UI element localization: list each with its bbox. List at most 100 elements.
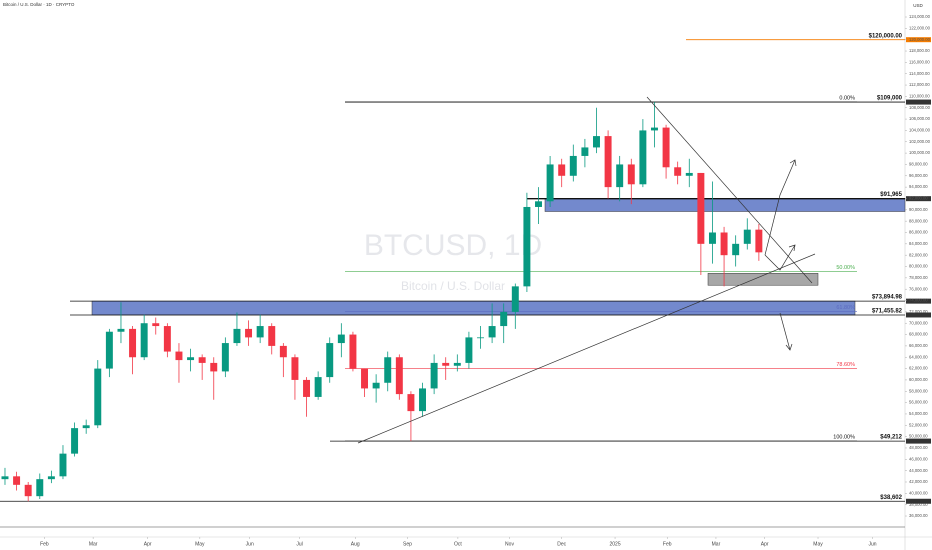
y-tick-label: 60,000.00 xyxy=(909,377,928,382)
zone xyxy=(707,273,819,286)
candle-body xyxy=(105,331,113,369)
candle-body xyxy=(453,362,461,366)
y-tick-label: 98,000.00 xyxy=(909,162,928,167)
price-tag xyxy=(906,99,931,105)
candle-body xyxy=(268,326,276,346)
fib-label: 100.00% xyxy=(833,435,855,441)
y-tick-label: 44,000.00 xyxy=(909,468,928,473)
candle-body xyxy=(71,428,79,454)
arrow-head xyxy=(789,159,797,167)
x-tick-label: Oct xyxy=(454,541,462,547)
y-tick-label: 76,000.00 xyxy=(909,286,928,291)
y-tick-label: 118,000.00 xyxy=(909,48,930,53)
y-tick-label: 50,000.00 xyxy=(909,434,928,439)
candle-body xyxy=(279,345,287,358)
y-tick-label: 54,000.00 xyxy=(909,411,928,416)
y-tick-label: 116,000.00 xyxy=(909,59,930,64)
arrow-head xyxy=(788,244,796,252)
y-tick-label: 100,000.00 xyxy=(909,150,931,155)
y-tick-label: 94,000.00 xyxy=(909,184,928,189)
price-level-label: $120,000.00 xyxy=(869,33,903,39)
y-tick-label: 86,000.00 xyxy=(909,230,928,235)
candle-body xyxy=(604,136,612,188)
price-tag xyxy=(906,37,931,43)
price-level-label: $91,965 xyxy=(880,192,902,198)
fib-label: 0.00% xyxy=(839,96,855,102)
y-tick-label: 104,000.00 xyxy=(909,128,931,133)
x-tick-label: Feb xyxy=(663,541,672,547)
candle-body xyxy=(465,337,473,363)
currency: USD xyxy=(913,3,923,8)
y-tick-label: 36,000.00 xyxy=(909,513,928,518)
y-tick-label: 92,000.00 xyxy=(909,196,928,201)
candle-body xyxy=(94,368,102,426)
candle-body xyxy=(326,343,334,378)
y-tick-label: 124,000.00 xyxy=(909,14,931,19)
candle-body xyxy=(651,127,658,131)
zone xyxy=(544,198,906,212)
y-tick-label: 38,000.00 xyxy=(909,502,928,507)
arrow xyxy=(779,312,791,351)
x-tick-label: May xyxy=(813,541,823,547)
candle-body xyxy=(674,167,682,176)
x-tick-label: Apr xyxy=(761,541,769,547)
y-tick-label: 72,000.00 xyxy=(909,309,928,314)
candle-body xyxy=(546,164,554,202)
candle-body xyxy=(558,164,566,176)
candle-body xyxy=(117,328,125,332)
price-level-label: $71,455.82 xyxy=(872,309,903,315)
candle-body xyxy=(233,328,241,344)
y-tick-label: 78,000.00 xyxy=(909,275,928,280)
candle-body xyxy=(639,130,647,185)
y-tick-label: 106,000.00 xyxy=(909,116,931,121)
y-tick-label: 56,000.00 xyxy=(909,400,928,405)
candle-body xyxy=(291,357,299,380)
candle-body xyxy=(1,476,9,480)
candle-body xyxy=(430,362,438,389)
y-tick-label: 112,000.00 xyxy=(909,82,930,87)
x-tick-label: Apr xyxy=(144,541,152,547)
axes-layer: 0.00% 50.00% 61.80% 78.60% 100.00% $120,000.0… xyxy=(40,14,931,547)
fib-label: 78.60% xyxy=(836,362,855,368)
fib-label: 61.80% xyxy=(836,305,855,311)
candle-body xyxy=(384,357,392,383)
candle-body xyxy=(175,351,183,361)
y-tick-label: 96,000.00 xyxy=(909,173,928,178)
price-tag xyxy=(906,298,931,304)
candle-body xyxy=(361,368,369,389)
watermark-name: Bitcoin / U.S. Dollar xyxy=(401,279,505,293)
y-tick-label: 108,000.00 xyxy=(909,105,931,110)
y-tick-label: 90,000.00 xyxy=(909,207,928,212)
candle-body xyxy=(163,326,171,352)
candle-body xyxy=(627,164,635,185)
x-tick-label: 2025 xyxy=(609,541,620,547)
candle-body xyxy=(82,425,90,429)
y-tick-label: 122,000.00 xyxy=(909,25,931,30)
x-tick-label: Aug xyxy=(351,541,360,547)
candle-body xyxy=(407,394,415,412)
x-tick-label: Dec xyxy=(557,541,566,547)
y-tick-label: 120,000.00 xyxy=(909,37,931,42)
zones-layer xyxy=(0,39,906,502)
x-tick-label: Feb xyxy=(40,541,49,547)
y-tick-label: 114,000.00 xyxy=(909,71,930,76)
candle-body xyxy=(662,127,670,168)
x-tick-label: Mar xyxy=(712,541,721,547)
candle-body xyxy=(13,476,21,485)
x-tick-label: Mar xyxy=(89,541,98,547)
candle-body xyxy=(535,201,542,207)
candle-body xyxy=(245,328,253,338)
trend-line xyxy=(357,253,816,444)
candle-body xyxy=(743,229,751,244)
y-tick-label: 40,000.00 xyxy=(909,490,928,495)
symbol-title: Bitcoin / U.S. Dollar · 1D · CRYPTO xyxy=(3,2,75,7)
y-tick-label: 84,000.00 xyxy=(909,241,928,246)
y-tick-label: 110,000.00 xyxy=(909,94,930,99)
x-tick-label: Sep xyxy=(403,541,412,547)
candle-body xyxy=(708,232,716,244)
candle-body xyxy=(140,323,148,358)
arrow xyxy=(764,159,796,256)
trend-line xyxy=(646,96,813,284)
y-tick-label: 48,000.00 xyxy=(909,445,928,450)
